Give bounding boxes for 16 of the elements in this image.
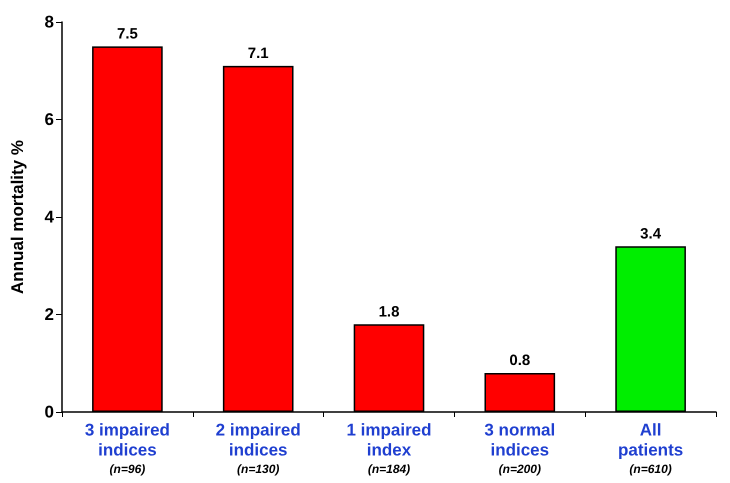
data-label: 1.8 [378,303,400,320]
x-tick-label: 3 normal indices (n=200) [484,420,556,476]
x-tick-label: 2 impaired indices (n=130) [216,420,301,476]
y-tick-label: 0 [44,402,54,422]
y-tick-label: 8 [44,12,54,32]
y-tick-label: 4 [44,208,55,226]
data-label: 7.1 [248,44,269,62]
data-label: 7.5 [116,25,138,42]
data-label: 0.8 [509,352,530,369]
x-tick-label: 1 impaired index (n=184) [346,420,432,476]
data-label: 3.4 [640,225,662,242]
y-tick-label: 6 [44,110,54,129]
y-tick-label: 2 [44,305,54,324]
x-tick-label: 3 impaired indices (n=96) [84,420,170,476]
y-axis-title: Annual mortality % [8,140,27,294]
x-tick-label: All patients (n=610) [618,420,684,476]
